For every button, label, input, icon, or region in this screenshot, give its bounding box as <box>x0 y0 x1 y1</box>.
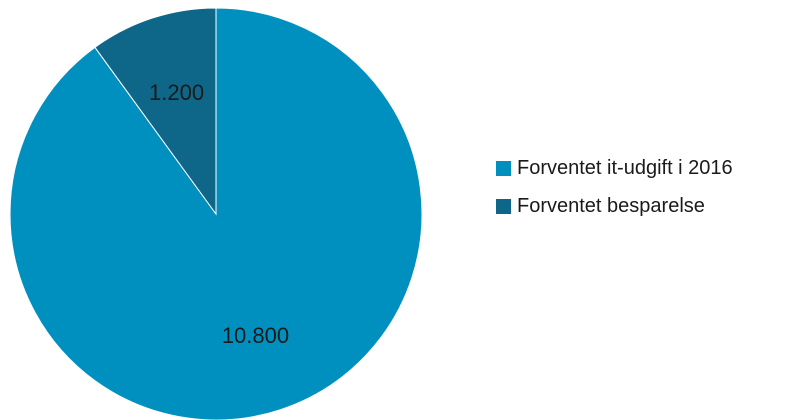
legend-item-it-udgift: Forventet it-udgift i 2016 <box>496 155 733 181</box>
legend-swatch-it-udgift <box>496 160 511 176</box>
legend-label-besparelse: Forventet besparelse <box>517 194 705 217</box>
pie-slice-1 <box>94 7 217 216</box>
data-label-1: 1.200 <box>149 80 204 105</box>
legend-label-it-udgift: Forventet it-udgift i 2016 <box>517 156 733 179</box>
data-label-0: 10.800 <box>222 323 289 348</box>
legend-swatch-besparelse <box>496 198 511 214</box>
legend-item-besparelse: Forventet besparelse <box>496 193 733 219</box>
legend: Forventet it-udgift i 2016 Forventet bes… <box>496 155 733 231</box>
